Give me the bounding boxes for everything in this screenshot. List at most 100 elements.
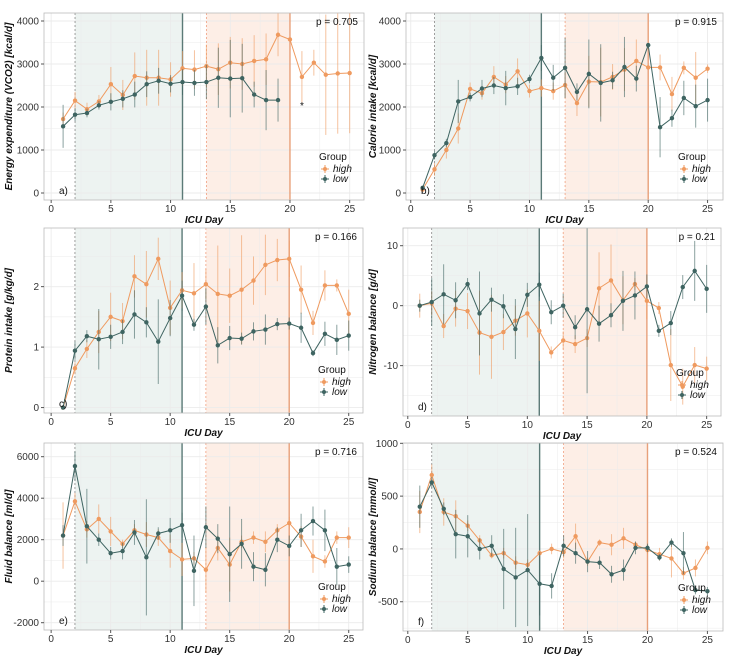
data-point — [227, 335, 232, 341]
data-point — [705, 66, 710, 71]
data-point — [572, 341, 578, 347]
data-point — [681, 95, 687, 101]
x-tick-label: 10 — [524, 204, 536, 215]
data-point — [96, 537, 101, 542]
x-tick-label: 10 — [522, 635, 534, 646]
data-point — [656, 328, 662, 334]
data-point — [108, 314, 113, 320]
data-point — [275, 32, 281, 37]
data-point — [216, 75, 221, 80]
early-phase-shade — [434, 13, 542, 200]
y-tick-label: 4000 — [17, 494, 40, 505]
legend-key-point — [322, 597, 326, 601]
panel-a: * 0 5 10 15 20 25 0 1000 2000 3000 4000 ICU Day Energ… — [4, 12, 365, 226]
data-point — [633, 545, 638, 551]
panel-label: d) — [418, 402, 427, 413]
x-tick-label: 5 — [467, 204, 473, 215]
data-point — [287, 321, 292, 326]
x-tick-label: 10 — [165, 417, 177, 428]
series-low — [60, 451, 351, 616]
x-tick-label: 0 — [48, 634, 54, 645]
data-point — [191, 322, 197, 327]
legend-title: Group — [318, 365, 346, 376]
x-tick-label: 25 — [344, 204, 356, 215]
data-point — [144, 82, 149, 87]
data-point — [525, 567, 530, 573]
panel-e: 0 5 10 15 20 25 -2000 0 2000 4000 6000 ICU Day Fluid… — [4, 442, 364, 656]
data-point — [608, 278, 614, 283]
x-tick-label: 5 — [108, 417, 114, 428]
data-point — [501, 566, 506, 572]
y-axis-label: Calorie intake [kcal/d] — [368, 54, 379, 158]
data-point — [705, 97, 710, 103]
data-point — [610, 78, 615, 83]
data-point — [251, 564, 256, 569]
y-tick-label: 1000 — [17, 145, 40, 156]
legend-key-point — [680, 393, 684, 397]
y-tick-label: 4000 — [379, 16, 402, 27]
data-point — [156, 339, 161, 344]
data-point — [598, 80, 603, 86]
data-point — [669, 540, 674, 545]
legend-label-high: high — [333, 164, 352, 175]
data-point — [251, 329, 256, 334]
data-point — [72, 499, 78, 504]
early-phase-shade — [74, 228, 183, 413]
y-axis-label: Sodium balance [mmol/l] — [368, 477, 379, 596]
data-point — [608, 313, 614, 318]
data-point — [108, 99, 114, 105]
data-point — [263, 539, 268, 544]
data-point — [551, 75, 556, 80]
x-tick-label: 0 — [405, 635, 411, 646]
data-point — [334, 283, 340, 288]
early-phase-shade — [431, 228, 540, 416]
panel-label: c) — [59, 399, 67, 410]
data-point — [156, 256, 161, 262]
legend-key-point — [680, 383, 684, 387]
data-point — [549, 350, 554, 355]
data-point — [560, 338, 566, 343]
y-tick-label: 500 — [381, 492, 398, 503]
data-point — [596, 321, 602, 326]
data-point — [525, 311, 530, 316]
late-phase-shade — [205, 443, 290, 630]
plot-border — [402, 227, 722, 417]
data-point — [311, 60, 317, 65]
data-point — [192, 67, 197, 72]
legend-key-point — [322, 607, 326, 611]
legend-key-point — [682, 177, 686, 181]
series-low — [60, 39, 281, 148]
data-point — [692, 268, 697, 274]
data-point — [560, 303, 566, 308]
data-point — [467, 94, 473, 100]
data-point — [132, 312, 137, 317]
x-tick-label: 25 — [702, 204, 714, 215]
legend-label-low: low — [690, 390, 706, 401]
data-point — [456, 99, 461, 104]
y-tick-label: -10 — [384, 361, 399, 372]
x-tick-label: 10 — [165, 204, 177, 215]
data-point — [60, 533, 66, 538]
data-point — [144, 282, 149, 287]
y-tick-label: -2000 — [13, 618, 39, 629]
data-point — [453, 298, 458, 303]
y-tick-label: -500 — [378, 597, 398, 608]
data-point — [537, 282, 542, 287]
y-tick-label: 0 — [33, 403, 39, 414]
data-point — [310, 554, 316, 559]
x-tick-label: 20 — [284, 634, 296, 645]
data-point — [228, 76, 233, 81]
y-tick-label: 0 — [33, 188, 39, 199]
p-value: p = 0.21 — [679, 232, 716, 243]
data-point — [191, 291, 197, 296]
data-point — [299, 74, 305, 80]
data-point — [527, 88, 532, 94]
y-axis-label: Protein intake [g/kg/d] — [4, 267, 15, 373]
data-point — [334, 535, 340, 540]
legend-title: Group — [319, 152, 347, 163]
data-point — [287, 520, 292, 526]
panel-f: 0 5 10 15 20 25 -500 0 500 1000 ICU Day Sodium bala… — [368, 439, 724, 657]
data-point — [503, 85, 508, 91]
data-point — [132, 73, 137, 79]
